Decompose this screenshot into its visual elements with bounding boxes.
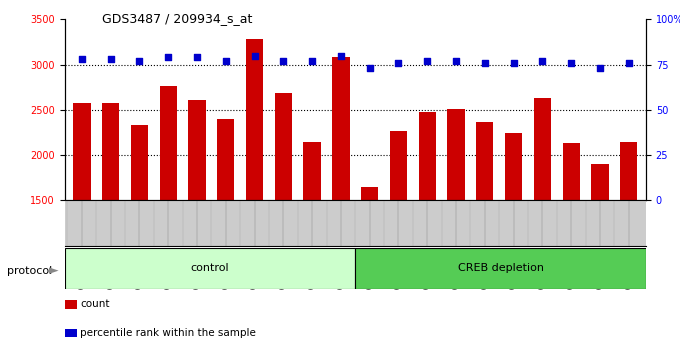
Point xyxy=(105,56,116,62)
Bar xyxy=(160,86,177,200)
Bar xyxy=(217,119,235,200)
Point xyxy=(537,58,548,64)
Bar xyxy=(65,248,355,289)
Bar xyxy=(361,187,378,200)
Point xyxy=(451,58,462,64)
Bar xyxy=(447,109,464,200)
Bar xyxy=(188,100,205,200)
Text: protocol: protocol xyxy=(7,266,52,276)
Bar xyxy=(562,143,580,200)
Bar xyxy=(73,103,90,200)
Bar xyxy=(303,142,321,200)
Point xyxy=(220,58,231,64)
Text: ►: ► xyxy=(49,264,58,277)
Point xyxy=(278,58,289,64)
Point xyxy=(249,53,260,58)
Text: count: count xyxy=(80,299,109,309)
Point xyxy=(422,58,432,64)
Bar xyxy=(390,131,407,200)
Bar xyxy=(534,98,551,200)
Point xyxy=(594,65,605,71)
Text: control: control xyxy=(190,263,229,273)
Point xyxy=(566,60,577,65)
Bar xyxy=(419,112,436,200)
Bar xyxy=(476,122,494,200)
Point xyxy=(624,60,634,65)
Bar xyxy=(355,248,646,289)
Bar xyxy=(102,103,119,200)
Text: GDS3487 / 209934_s_at: GDS3487 / 209934_s_at xyxy=(102,12,252,25)
Bar xyxy=(246,39,263,200)
Bar xyxy=(275,93,292,200)
Point xyxy=(307,58,318,64)
Bar xyxy=(592,164,609,200)
Point xyxy=(335,53,346,58)
Bar xyxy=(131,125,148,200)
Point xyxy=(479,60,490,65)
Text: CREB depletion: CREB depletion xyxy=(458,263,543,273)
Point xyxy=(508,60,519,65)
Point xyxy=(76,56,87,62)
Bar xyxy=(505,133,522,200)
Point xyxy=(364,65,375,71)
Point xyxy=(192,55,203,60)
Text: percentile rank within the sample: percentile rank within the sample xyxy=(80,328,256,338)
Bar xyxy=(333,57,350,200)
Point xyxy=(393,60,404,65)
Point xyxy=(134,58,145,64)
Bar xyxy=(620,142,637,200)
Point xyxy=(163,55,173,60)
